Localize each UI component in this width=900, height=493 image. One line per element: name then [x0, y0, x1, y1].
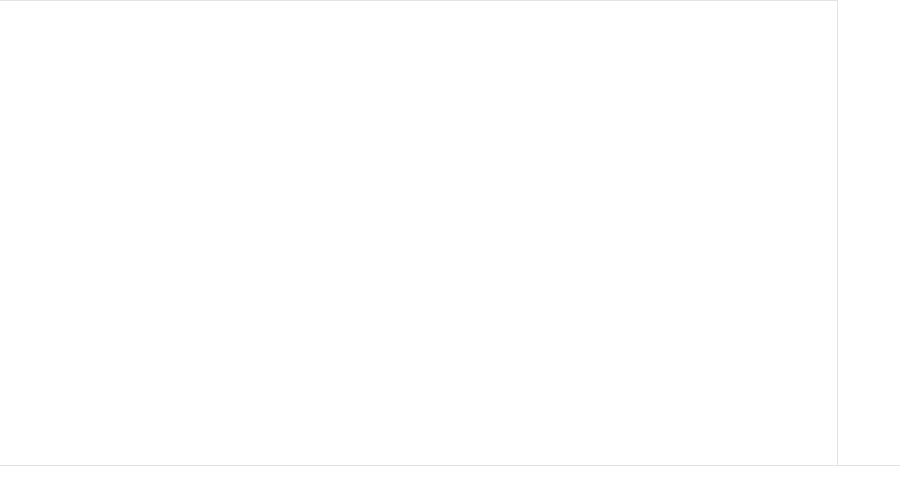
price-axis[interactable] [838, 0, 900, 466]
pane-separator [0, 0, 838, 1]
time-axis[interactable] [0, 465, 900, 493]
price-axis-divider [837, 0, 838, 466]
